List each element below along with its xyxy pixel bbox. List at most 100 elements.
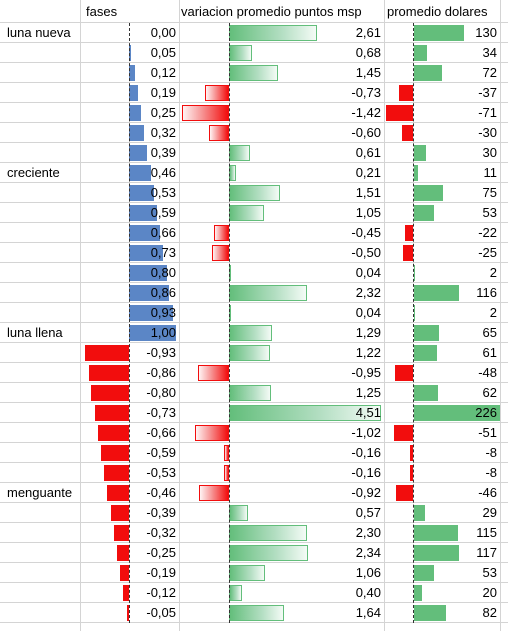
variacion-value[interactable]: 0,68	[355, 45, 381, 60]
table-row[interactable]: 0,12 1,45 72	[0, 63, 508, 83]
table-row[interactable]: -0,53 -0,16 -8	[0, 463, 508, 483]
variacion-value[interactable]: 2,32	[355, 285, 381, 300]
dolares-value[interactable]: -22	[478, 225, 497, 240]
variacion-value[interactable]: -1,42	[351, 105, 381, 120]
variacion-value[interactable]: 0,57	[355, 505, 381, 520]
fases-value[interactable]: -0,86	[146, 365, 176, 380]
dolares-value[interactable]: 11	[483, 165, 498, 180]
dolares-value[interactable]: 82	[482, 605, 497, 620]
fases-value[interactable]: 0,86	[150, 285, 176, 300]
variacion-value[interactable]: 1,06	[355, 565, 381, 580]
variacion-value[interactable]: 1,64	[355, 605, 381, 620]
table-row[interactable]: 0,19 -0,73 -37	[0, 83, 508, 103]
dolares-value[interactable]: -30	[478, 125, 497, 140]
variacion-value[interactable]: 1,45	[355, 65, 381, 80]
dolares-value[interactable]: -48	[478, 365, 497, 380]
dolares-value[interactable]: 115	[476, 525, 497, 540]
table-row[interactable]: -0,93 1,22 61	[0, 343, 508, 363]
table-row[interactable]: 0,80 0,04 2	[0, 263, 508, 283]
dolares-value[interactable]: 75	[482, 185, 497, 200]
table-row[interactable]: 0,93 0,04 2	[0, 303, 508, 323]
variacion-value[interactable]: -0,95	[351, 365, 381, 380]
fases-value[interactable]: 0,12	[150, 65, 176, 80]
table-row[interactable]: luna llena 1,00 1,29 65	[0, 323, 508, 343]
variacion-value[interactable]: -0,50	[351, 245, 381, 260]
dolares-value[interactable]: 34	[482, 45, 497, 60]
variacion-value[interactable]: -0,16	[351, 465, 381, 480]
dolares-value[interactable]: 30	[482, 145, 497, 160]
fases-value[interactable]: -0,59	[146, 445, 176, 460]
table-row[interactable]: 0,25 -1,42 -71	[0, 103, 508, 123]
variacion-value[interactable]: 0,40	[355, 585, 381, 600]
dolares-value[interactable]: 29	[482, 505, 497, 520]
variacion-value[interactable]: -0,45	[351, 225, 381, 240]
variacion-value[interactable]: -1,02	[351, 425, 381, 440]
fases-value[interactable]: -0,73	[146, 405, 176, 420]
fases-value[interactable]: -0,19	[146, 565, 176, 580]
table-row[interactable]: luna nueva 0,00 2,61 130	[0, 23, 508, 43]
phase-label[interactable]: luna nueva	[7, 25, 71, 40]
table-row[interactable]: creciente 0,46 0,21 11	[0, 163, 508, 183]
table-row[interactable]: menguante -0,46 -0,92 -46	[0, 483, 508, 503]
dolares-value[interactable]: 53	[482, 205, 497, 220]
table-row[interactable]: 0,39 0,61 30	[0, 143, 508, 163]
table-row[interactable]: -0,39 0,57 29	[0, 503, 508, 523]
fases-value[interactable]: 0,59	[150, 205, 176, 220]
variacion-value[interactable]: -0,60	[351, 125, 381, 140]
table-row[interactable]: -0,73 4,51 226	[0, 403, 508, 423]
table-row[interactable]: 0,73 -0,50 -25	[0, 243, 508, 263]
variacion-value[interactable]: 0,61	[355, 145, 381, 160]
dolares-value[interactable]: 53	[482, 565, 497, 580]
dolares-value[interactable]: 116	[476, 285, 497, 300]
variacion-value[interactable]: -0,92	[351, 485, 381, 500]
fases-value[interactable]: -0,12	[146, 585, 176, 600]
variacion-value[interactable]: 2,30	[355, 525, 381, 540]
fases-value[interactable]: -0,46	[146, 485, 176, 500]
table-row[interactable]: -0,59 -0,16 -8	[0, 443, 508, 463]
fases-value[interactable]: -0,53	[146, 465, 176, 480]
variacion-value[interactable]: 1,22	[355, 345, 381, 360]
fases-value[interactable]: -0,39	[146, 505, 176, 520]
fases-value[interactable]: 0,73	[150, 245, 176, 260]
variacion-value[interactable]: 1,51	[355, 185, 381, 200]
dolares-value[interactable]: 65	[482, 325, 497, 340]
fases-value[interactable]: 0,32	[150, 125, 176, 140]
table-row[interactable]: 0,86 2,32 116	[0, 283, 508, 303]
table-row[interactable]: -0,66 -1,02 -51	[0, 423, 508, 443]
fases-value[interactable]: 0,25	[150, 105, 176, 120]
variacion-value[interactable]: -0,73	[351, 85, 381, 100]
phase-label[interactable]: luna llena	[7, 325, 63, 340]
dolares-value[interactable]: 2	[489, 265, 497, 280]
dolares-value[interactable]: 117	[476, 545, 497, 560]
fases-value[interactable]: 1,00	[150, 325, 176, 340]
fases-value[interactable]: -0,32	[146, 525, 176, 540]
fases-value[interactable]: 0,53	[150, 185, 176, 200]
fases-value[interactable]: 0,93	[150, 305, 176, 320]
variacion-value[interactable]: 4,51	[355, 405, 381, 420]
phase-label[interactable]: creciente	[7, 165, 60, 180]
table-row[interactable]: -0,86 -0,95 -48	[0, 363, 508, 383]
dolares-value[interactable]: -37	[478, 85, 497, 100]
table-row[interactable]: 0,05 0,68 34	[0, 43, 508, 63]
header-dolares[interactable]: promedio dolares	[387, 4, 488, 19]
dolares-value[interactable]: 62	[482, 385, 497, 400]
dolares-value[interactable]: 130	[475, 25, 497, 40]
fases-value[interactable]: 0,19	[150, 85, 176, 100]
fases-value[interactable]: -0,05	[146, 605, 176, 620]
dolares-value[interactable]: 61	[482, 345, 497, 360]
table-row[interactable]: 0,32 -0,60 -30	[0, 123, 508, 143]
variacion-value[interactable]: 1,05	[355, 205, 381, 220]
fases-value[interactable]: 0,46	[150, 165, 176, 180]
fases-value[interactable]: -0,66	[146, 425, 176, 440]
fases-value[interactable]: -0,80	[146, 385, 176, 400]
fases-value[interactable]: 0,80	[150, 265, 176, 280]
fases-value[interactable]: 0,39	[150, 145, 176, 160]
table-row[interactable]: 0,53 1,51 75	[0, 183, 508, 203]
table-row[interactable]: -0,32 2,30 115	[0, 523, 508, 543]
dolares-value[interactable]: -51	[478, 425, 497, 440]
variacion-value[interactable]: 0,04	[355, 265, 381, 280]
variacion-value[interactable]: 1,29	[355, 325, 381, 340]
dolares-value[interactable]: -8	[485, 445, 497, 460]
header-fases[interactable]: fases	[86, 4, 118, 19]
fases-value[interactable]: 0,66	[150, 225, 176, 240]
